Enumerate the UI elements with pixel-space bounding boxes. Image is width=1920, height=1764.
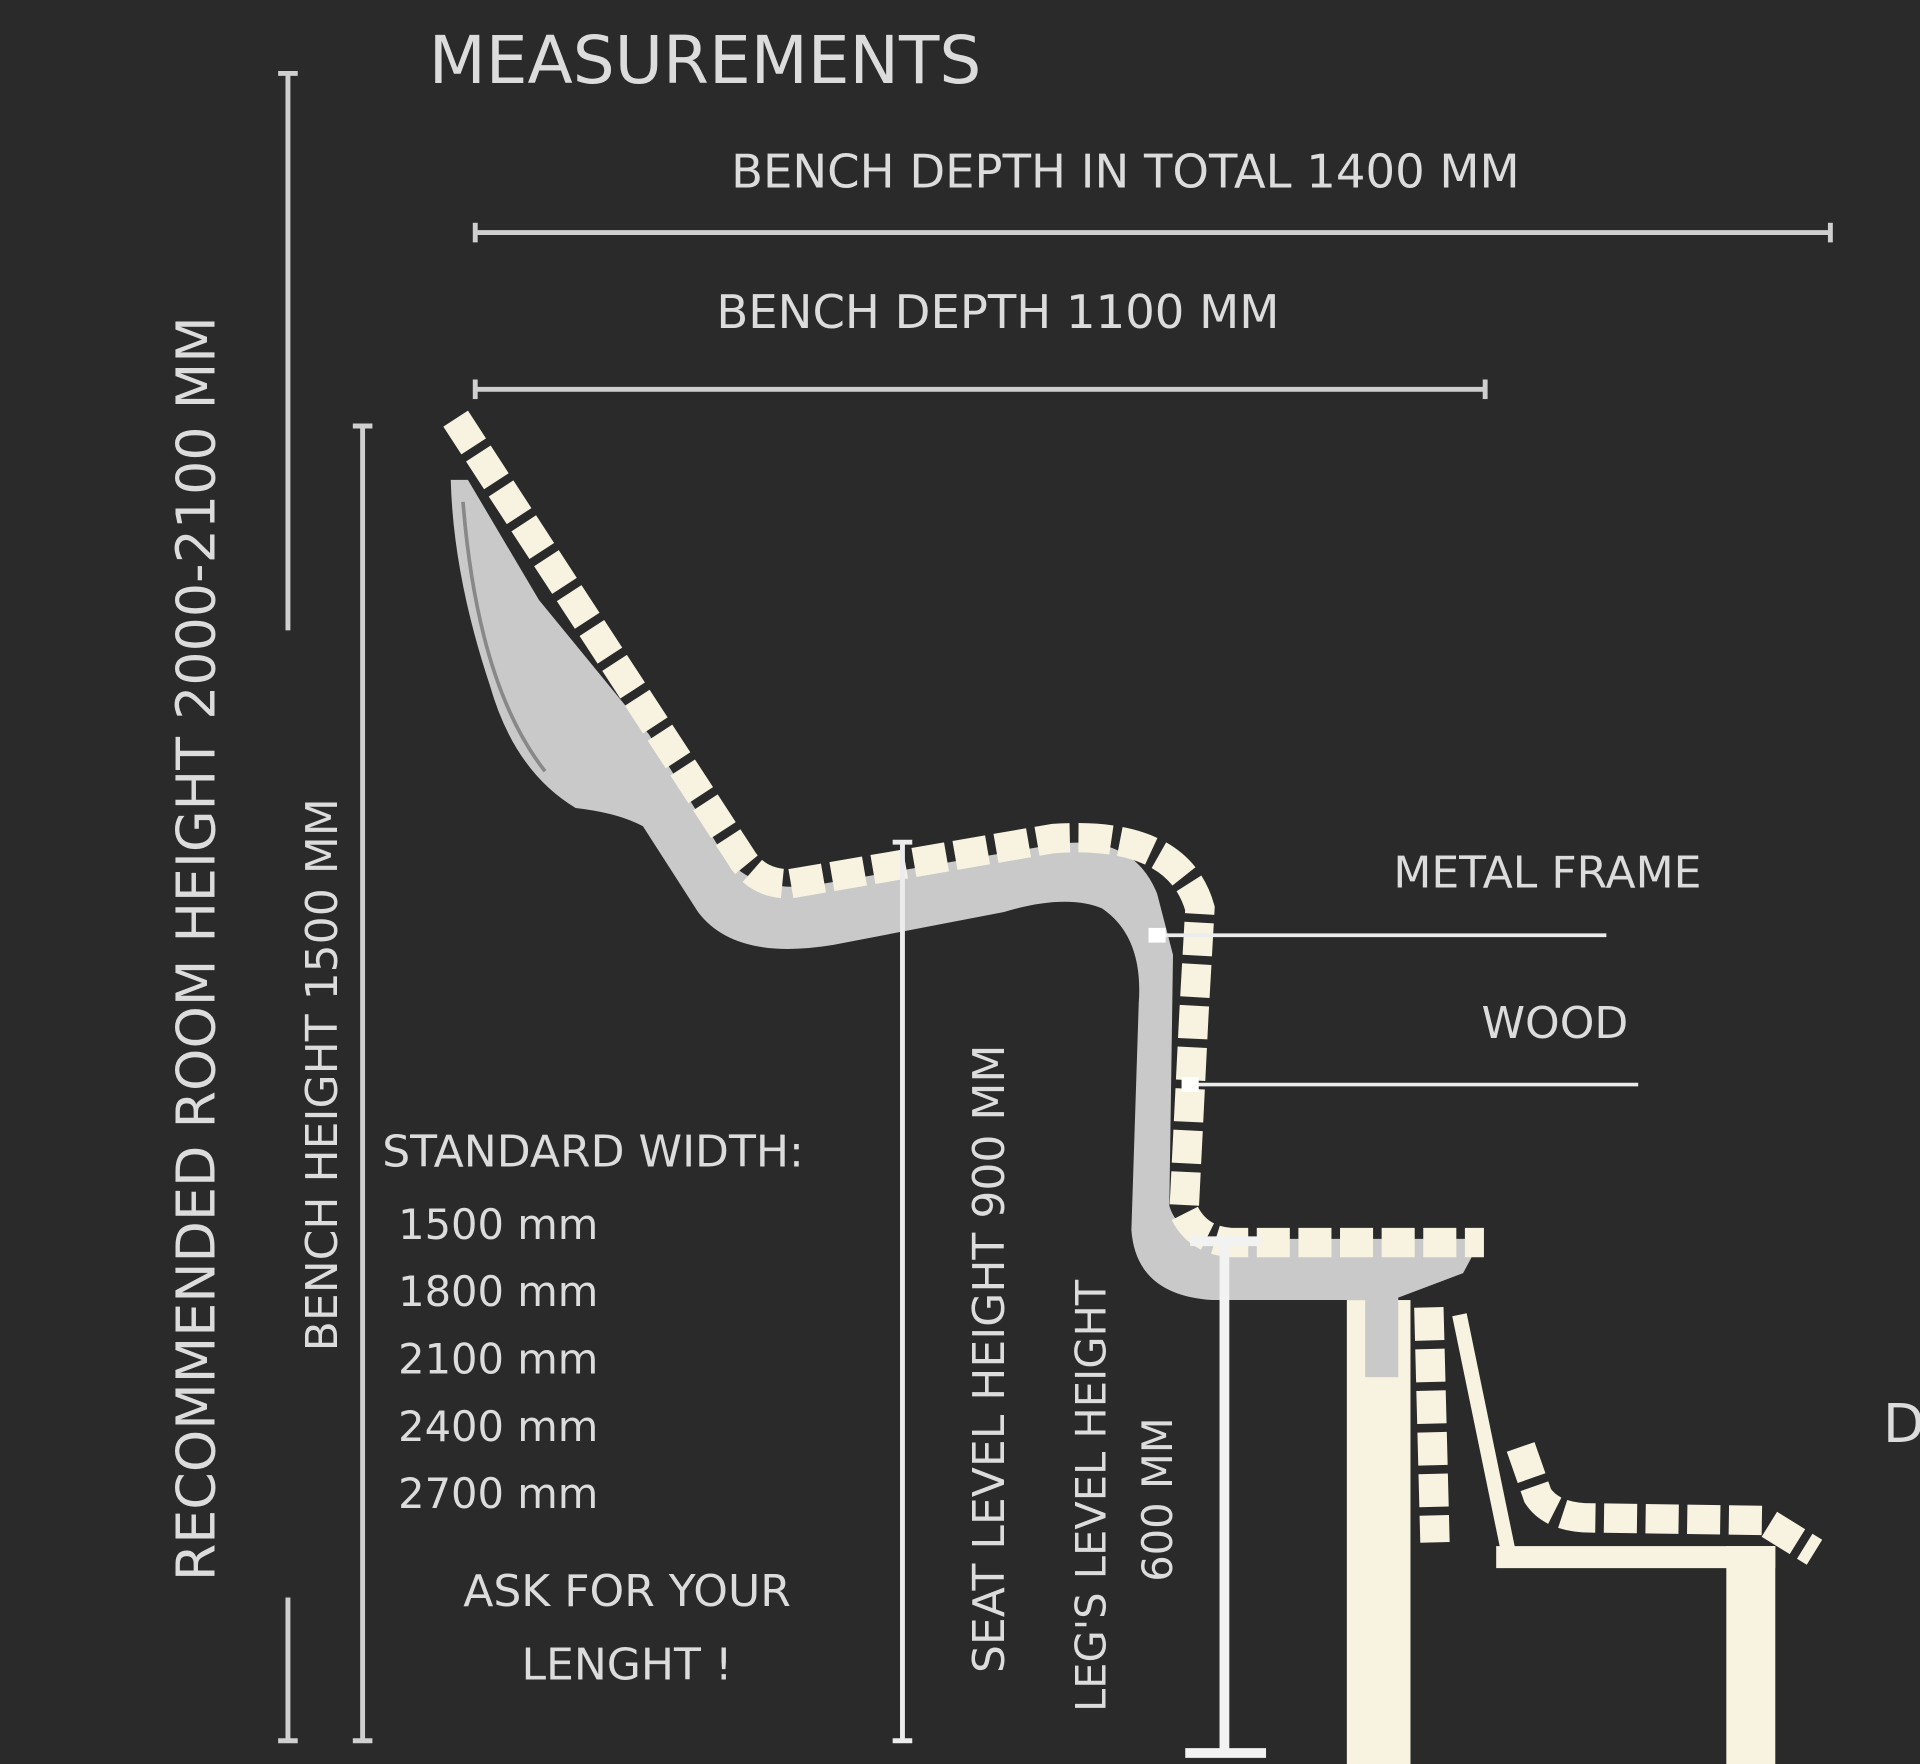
depth-total-dimension xyxy=(472,222,1833,243)
width-option: 1800 mm xyxy=(398,1267,598,1316)
metal-frame-leader xyxy=(1148,927,1607,943)
standard-width-heading: STANDARD WIDTH: xyxy=(382,1127,804,1178)
leg-front-metal xyxy=(1365,1300,1399,1378)
room-height-dimension xyxy=(278,71,298,1744)
width-option: 2100 mm xyxy=(398,1334,598,1383)
second-bench xyxy=(1452,1313,1776,1764)
room-height-label: RECOMMENDED ROOM HEIGHT 2000-2100 MM xyxy=(164,316,227,1581)
width-option: 1500 mm xyxy=(398,1200,598,1249)
depth-total-label: BENCH DEPTH IN TOTAL 1400 MM xyxy=(731,144,1520,198)
width-option: 2400 mm xyxy=(398,1402,598,1451)
depth-label: BENCH DEPTH 1100 MM xyxy=(716,285,1279,339)
title: MEASUREMENTS xyxy=(429,22,982,99)
metal-frame-shape xyxy=(450,479,1482,1378)
ask-length-note-line1: ASK FOR YOUR xyxy=(463,1566,791,1617)
leg-height-label-line2: 600 MM xyxy=(1133,1417,1182,1581)
leg-front xyxy=(1346,1300,1411,1764)
seat-height-dimension xyxy=(892,839,913,1744)
leg-height-label-line1: LEG'S LEVEL HEIGHT xyxy=(1067,1279,1116,1712)
metal-frame-label: METAL FRAME xyxy=(1393,848,1701,899)
bench-height-dimension xyxy=(352,423,373,1744)
leg-height-dimension xyxy=(1185,1236,1267,1758)
width-option: 2700 mm xyxy=(398,1469,598,1518)
bench-height-label: BENCH HEIGHT 1500 MM xyxy=(297,798,348,1351)
wood-leader xyxy=(1181,1077,1639,1092)
seat-height-label: SEAT LEVEL HEIGHT 900 MM xyxy=(964,1045,1015,1673)
wood-label: WOOD xyxy=(1481,998,1628,1049)
wood-slats xyxy=(443,410,1823,1565)
ask-length-note-line2: LENGHT ! xyxy=(521,1640,732,1691)
cutoff-text: D xyxy=(1883,1392,1920,1455)
depth-dimension xyxy=(472,379,1488,400)
metal-frame-inner-line xyxy=(461,501,547,773)
